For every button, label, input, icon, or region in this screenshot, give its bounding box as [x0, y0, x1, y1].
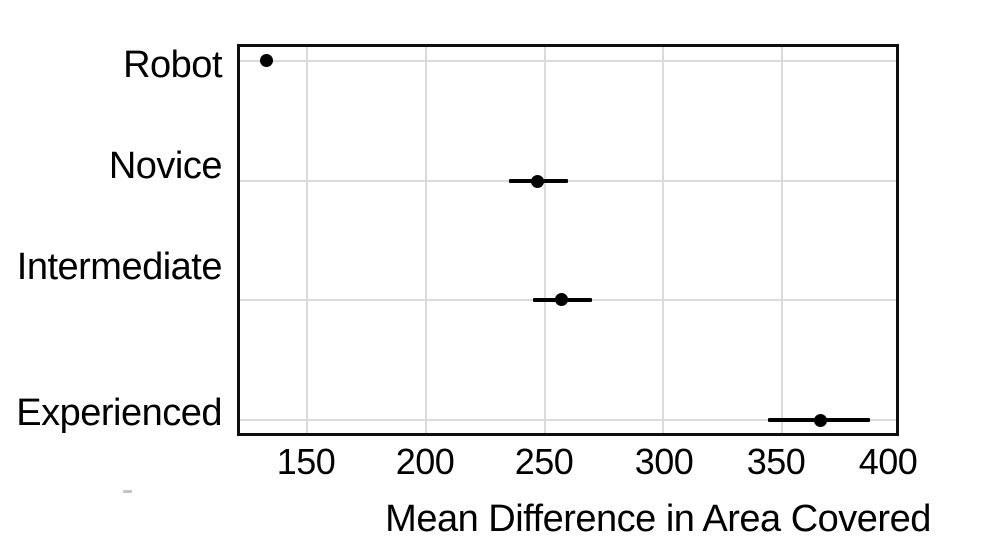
gridline-horizontal-experienced — [240, 419, 896, 421]
gridline-vertical-300 — [662, 47, 665, 433]
x-tick-label-400: 400 — [858, 441, 918, 482]
x-tick-label-150: 150 — [276, 441, 336, 482]
gridline-vertical-350 — [781, 47, 784, 433]
category-label-intermediate: Intermediate — [16, 246, 223, 288]
category-label-robot: Robot — [123, 44, 222, 86]
x-tick-label-250: 250 — [514, 441, 574, 482]
data-point-novice — [530, 174, 544, 188]
data-point-experienced — [813, 413, 827, 427]
category-label-novice: Novice — [108, 145, 223, 187]
gridline-vertical-200 — [424, 47, 427, 433]
plot-area — [237, 44, 899, 436]
x-tick-label-350: 350 — [746, 441, 806, 482]
stray-mark — [123, 490, 132, 493]
gridline-vertical-250 — [543, 47, 546, 433]
gridline-vertical-150 — [306, 47, 309, 433]
data-point-intermediate — [554, 293, 568, 307]
x-axis-title: Mean Difference in Area Covered — [385, 498, 931, 540]
category-label-experienced: Experienced — [16, 392, 222, 434]
x-tick-label-300: 300 — [634, 441, 694, 482]
gridline-horizontal-robot — [240, 59, 896, 62]
x-tick-label-200: 200 — [395, 441, 455, 482]
data-point-robot — [260, 54, 274, 67]
